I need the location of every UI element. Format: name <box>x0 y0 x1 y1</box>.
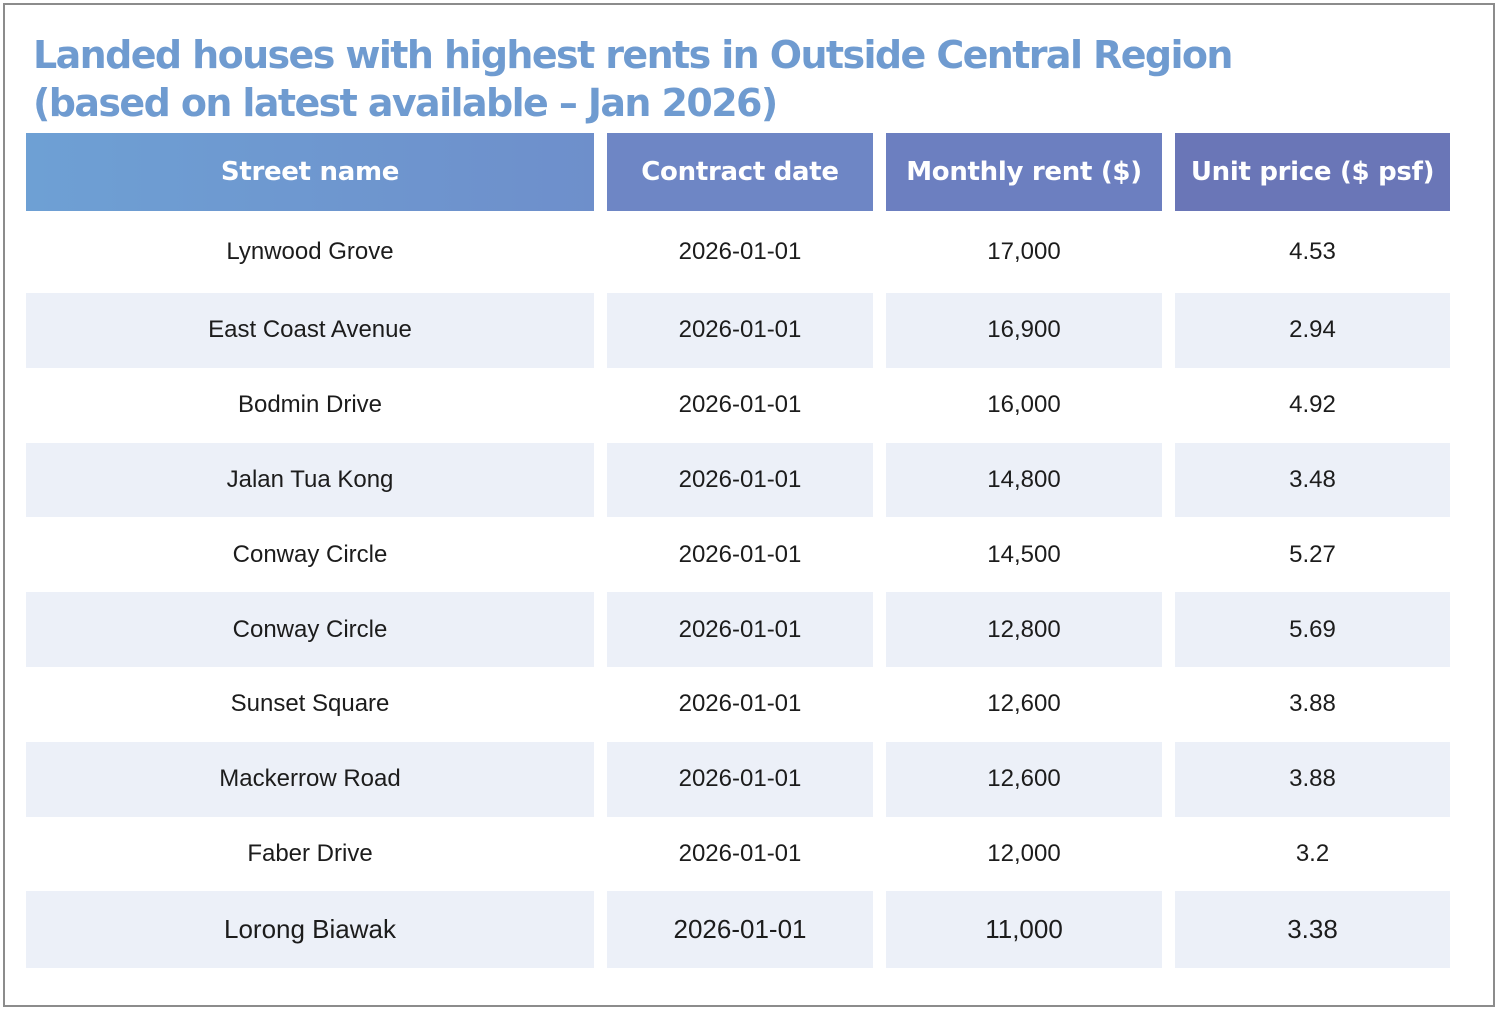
cell-unit-price: 3.88 <box>1175 741 1450 817</box>
cell-street-name: East Coast Avenue <box>26 293 594 368</box>
cell-unit-price: 3.48 <box>1175 442 1450 518</box>
cell-monthly-rent: 17,000 <box>987 238 1061 265</box>
cell-monthly-rent: 12,600 <box>987 690 1061 718</box>
cell-street-name: Conway Circle <box>26 592 594 667</box>
cell-monthly-rent: 14,800 <box>886 442 1162 518</box>
cell-monthly-rent: 12,600 <box>886 741 1162 817</box>
cell-monthly-rent: 16,000 <box>987 391 1061 419</box>
cell-street-name: Faber Drive <box>247 839 373 867</box>
cell-unit-price: 5.69 <box>1175 592 1450 667</box>
cell-unit-price: 3.2 <box>1295 839 1330 867</box>
table-row: Sunset Square 2026-01-01 12,600 3.88 <box>26 667 1450 742</box>
title-line-1: Landed houses with highest rents in Outs… <box>33 33 1233 77</box>
table-row: Mackerrow Road 2026-01-01 12,600 3.88 <box>26 741 1450 817</box>
cell-contract-date: 2026-01-01 <box>678 690 802 718</box>
cell-street-name: Lynwood Grove <box>226 238 394 265</box>
cell-unit-price: 3.88 <box>1289 690 1336 718</box>
header-monthly-rent: Monthly rent ($) <box>886 133 1162 211</box>
table-row: Lynwood Grove 2026-01-01 17,000 4.53 <box>26 211 1450 293</box>
header-contract-date: Contract date <box>607 133 873 211</box>
table-row: Jalan Tua Kong 2026-01-01 14,800 3.48 <box>26 442 1450 518</box>
cell-unit-price: 4.92 <box>1289 391 1336 419</box>
table-row: Bodmin Drive 2026-01-01 16,000 4.92 <box>26 368 1450 443</box>
cell-monthly-rent: 16,900 <box>886 293 1162 368</box>
header-street-name: Street name <box>26 133 594 211</box>
table-row: Conway Circle 2026-01-01 14,500 5.27 <box>26 517 1450 592</box>
title-line-2: (based on latest available – Jan 2026) <box>33 81 778 125</box>
cell-street-name: Mackerrow Road <box>26 741 594 817</box>
cell-monthly-rent: 12,800 <box>886 592 1162 667</box>
cell-unit-price: 5.27 <box>1289 540 1336 568</box>
header-unit-price: Unit price ($ psf) <box>1175 133 1450 211</box>
cell-unit-price: 2.94 <box>1175 293 1450 368</box>
header-row: Street name Contract date Monthly rent (… <box>26 133 1450 211</box>
cell-unit-price: 4.53 <box>1289 238 1336 265</box>
table-row: Conway Circle 2026-01-01 12,800 5.69 <box>26 592 1450 667</box>
cell-street-name: Bodmin Drive <box>237 391 383 419</box>
cell-street-name: Sunset Square <box>230 690 390 718</box>
cell-contract-date: 2026-01-01 <box>607 293 873 368</box>
cell-contract-date: 2026-01-01 <box>607 891 873 969</box>
cell-unit-price: 3.38 <box>1175 891 1450 969</box>
cell-monthly-rent: 12,000 <box>987 839 1061 867</box>
cell-monthly-rent: 14,500 <box>987 540 1061 568</box>
cell-contract-date: 2026-01-01 <box>678 238 802 265</box>
rent-table: Street name Contract date Monthly rent (… <box>13 133 1463 969</box>
table-row: Lorong Biawak 2026-01-01 11,000 3.38 <box>26 891 1450 969</box>
cell-contract-date: 2026-01-01 <box>678 540 802 568</box>
cell-contract-date: 2026-01-01 <box>607 442 873 518</box>
table-row: East Coast Avenue 2026-01-01 16,900 2.94 <box>26 293 1450 368</box>
cell-contract-date: 2026-01-01 <box>607 741 873 817</box>
cell-street-name: Lorong Biawak <box>26 891 594 969</box>
chart-title: Landed houses with highest rents in Outs… <box>33 31 1333 127</box>
cell-contract-date: 2026-01-01 <box>678 391 802 419</box>
cell-monthly-rent: 11,000 <box>886 891 1162 969</box>
table-row: Faber Drive 2026-01-01 12,000 3.2 <box>26 817 1450 892</box>
cell-street-name: Conway Circle <box>232 540 388 568</box>
cell-contract-date: 2026-01-01 <box>678 839 802 867</box>
cell-contract-date: 2026-01-01 <box>607 592 873 667</box>
cell-street-name: Jalan Tua Kong <box>26 442 594 518</box>
